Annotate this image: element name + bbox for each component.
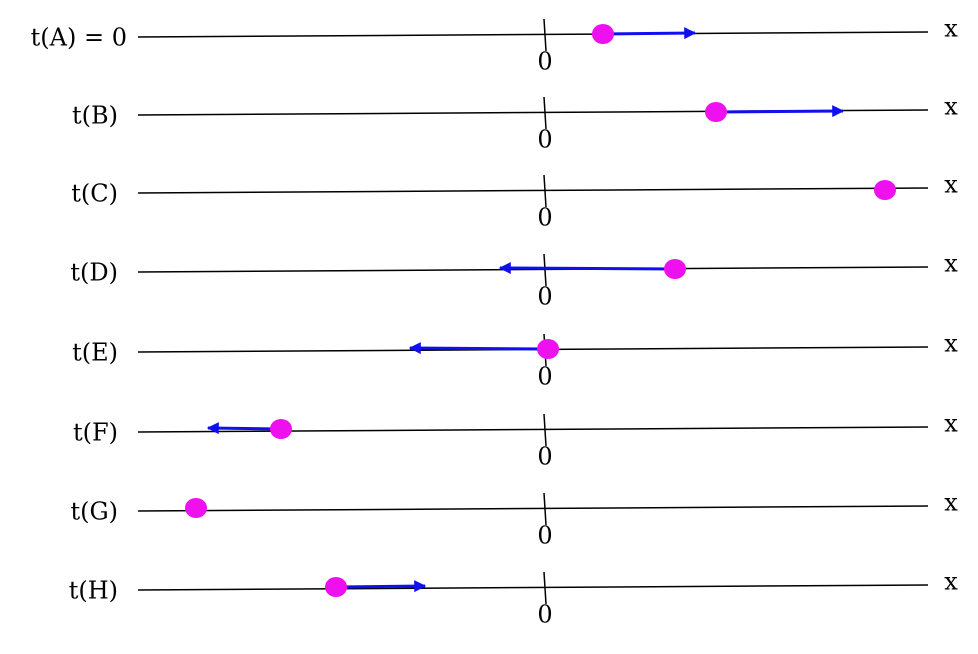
velocity-arrow	[602, 27, 697, 40]
object-dot	[537, 339, 559, 359]
x-axis-line	[137, 187, 929, 194]
object-dot	[874, 180, 896, 200]
object-dot	[664, 259, 686, 279]
time-label: t(E)	[72, 339, 118, 367]
velocity-arrow	[335, 580, 427, 593]
velocity-arrow	[206, 422, 282, 435]
axis-label: x	[944, 15, 958, 43]
x-axis-line	[137, 584, 929, 591]
time-label: t(A) = 0	[31, 24, 127, 52]
origin-tick	[543, 492, 547, 526]
time-label: t(C)	[71, 180, 118, 208]
object-dot	[592, 24, 614, 44]
object-dot	[325, 577, 347, 597]
object-dot	[705, 102, 727, 122]
axis-label: x	[944, 410, 958, 438]
time-label: t(B)	[72, 102, 118, 130]
origin-tick	[543, 174, 547, 208]
origin-label: 0	[537, 443, 552, 471]
origin-label: 0	[537, 363, 552, 391]
axis-label: x	[944, 93, 958, 121]
origin-tick	[543, 253, 547, 287]
origin-label: 0	[537, 601, 552, 629]
origin-tick	[543, 571, 547, 605]
x-axis-line	[137, 31, 929, 38]
object-dot	[270, 419, 292, 439]
axis-label: x	[944, 171, 958, 199]
origin-label: 0	[537, 283, 552, 311]
origin-label: 0	[537, 204, 552, 232]
time-label: t(F)	[73, 419, 118, 447]
origin-label: 0	[537, 48, 552, 76]
velocity-arrow	[498, 262, 676, 275]
axis-label: x	[944, 489, 958, 517]
time-label: t(G)	[70, 498, 118, 526]
axis-label: x	[944, 568, 958, 596]
origin-label: 0	[537, 522, 552, 550]
origin-tick	[543, 18, 547, 52]
x-axis-line	[137, 505, 929, 512]
time-label: t(D)	[70, 259, 118, 287]
origin-tick	[543, 96, 547, 130]
x-axis-line	[137, 426, 929, 433]
object-dot	[185, 498, 207, 518]
velocity-arrow	[715, 105, 845, 118]
velocity-arrow	[408, 342, 549, 355]
axis-label: x	[944, 330, 958, 358]
origin-tick	[543, 413, 547, 447]
origin-label: 0	[537, 126, 552, 154]
axis-label: x	[944, 250, 958, 278]
time-label: t(H)	[69, 577, 118, 605]
